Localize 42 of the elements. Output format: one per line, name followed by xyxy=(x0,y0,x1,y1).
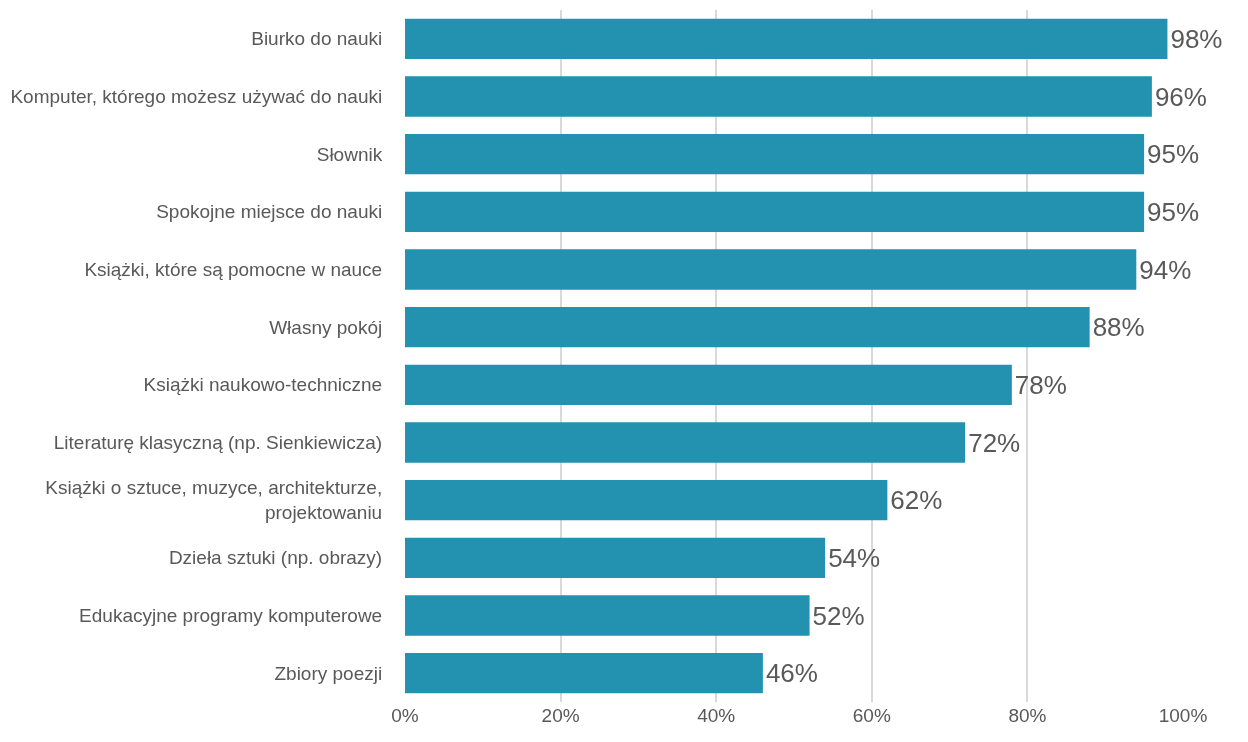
bar xyxy=(405,422,966,463)
bar xyxy=(405,479,888,521)
y-tick-label: Edukacyjne programy komputerowe xyxy=(79,605,383,627)
y-tick-label: Literaturę klasyczną (np. Sienkiewicza) xyxy=(53,432,383,454)
y-tick-label: Słownik xyxy=(316,143,383,165)
x-tick-label: 80% xyxy=(1008,705,1047,726)
bar xyxy=(405,18,1168,60)
x-tick-label: 20% xyxy=(541,705,580,726)
data-label: 72% xyxy=(968,427,1021,458)
bar xyxy=(405,364,1012,406)
x-tick-label: 40% xyxy=(697,705,736,726)
data-label: 94% xyxy=(1139,254,1192,285)
bar xyxy=(405,191,1145,233)
y-tick-label: Zbiory poezji xyxy=(274,662,383,684)
y-tick-label: Komputer, którego możesz używać do nauki xyxy=(10,86,383,108)
bar xyxy=(405,133,1145,175)
x-tick-label: 100% xyxy=(1158,705,1208,726)
bar xyxy=(405,249,1137,290)
data-label: 62% xyxy=(890,485,943,516)
data-label: 96% xyxy=(1154,81,1207,112)
data-label: 98% xyxy=(1170,23,1223,54)
bar xyxy=(405,595,810,636)
data-label: 54% xyxy=(828,542,881,573)
data-label: 88% xyxy=(1092,312,1145,343)
data-label: 46% xyxy=(765,658,818,689)
x-tick-label: 0% xyxy=(391,705,419,726)
y-tick-label: Własny pokój xyxy=(269,316,383,338)
y-tick-label: Książki naukowo-techniczne xyxy=(143,374,383,396)
y-tick-label: Książki, które są pomocne w nauce xyxy=(84,259,383,281)
bar xyxy=(405,652,763,694)
bar xyxy=(405,306,1090,348)
data-label: 78% xyxy=(1014,369,1067,400)
y-tick-label: Spokojne miejsce do nauki xyxy=(156,201,383,223)
y-tick-label: Książki o sztuce, muzyce, architekturze, projektowaniu xyxy=(45,477,383,524)
data-label: 52% xyxy=(812,600,865,631)
bar xyxy=(405,76,1152,117)
x-tick-label: 60% xyxy=(852,705,891,726)
data-label: 95% xyxy=(1147,139,1200,170)
y-tick-label: Dzieła sztuki (np. obrazy) xyxy=(168,547,383,569)
data-label: 95% xyxy=(1147,196,1200,227)
y-tick-label: Biurko do nauki xyxy=(251,28,383,50)
bar xyxy=(405,537,826,579)
